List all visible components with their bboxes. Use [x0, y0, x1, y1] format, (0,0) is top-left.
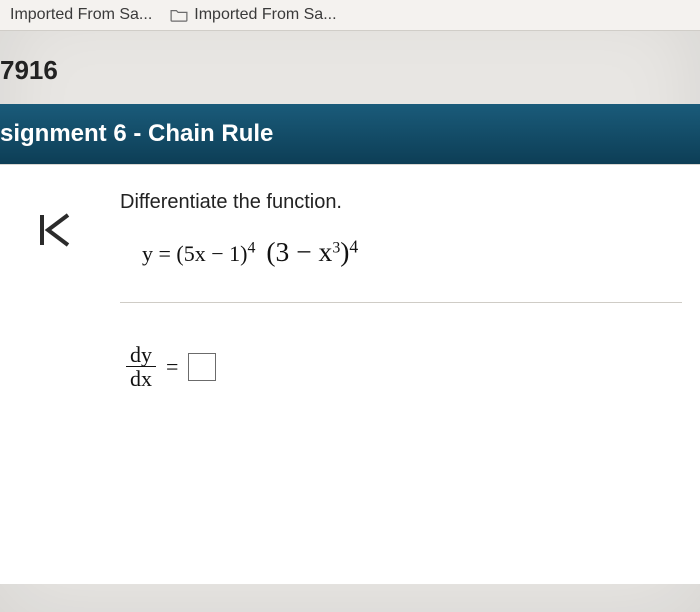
fraction-numerator: dy [126, 343, 156, 367]
question-prompt: Differentiate the function. [120, 191, 682, 214]
bookmark-item[interactable]: Imported From Sa... [170, 6, 336, 24]
question-panel: Differentiate the function. y = (5x − 1)… [0, 164, 700, 584]
assignment-banner: signment 6 - Chain Rule [0, 104, 700, 164]
derivative-lhs: dy dx [126, 343, 156, 390]
bookmarks-bar: Imported From Sa... Imported From Sa... [0, 0, 700, 31]
fraction-denominator: dx [126, 367, 156, 390]
eq-exp: 4 [247, 240, 255, 257]
arrow-first-icon [32, 207, 78, 253]
eq-part: (3 − x [266, 236, 332, 267]
eq-part: y = (5x − 1) [142, 241, 247, 266]
bookmark-item[interactable]: Imported From Sa... [10, 6, 152, 24]
bookmark-label: Imported From Sa... [194, 6, 336, 24]
question-column: Differentiate the function. y = (5x − 1)… [110, 165, 700, 584]
equals-sign: = [166, 354, 178, 380]
back-button[interactable] [32, 207, 78, 253]
assignment-title: signment 6 - Chain Rule [0, 120, 273, 147]
course-id: 7916 [0, 31, 700, 104]
nav-column [0, 165, 110, 584]
folder-icon [170, 8, 188, 22]
eq-exp: 4 [349, 237, 358, 257]
section-divider [120, 302, 682, 303]
answer-row: dy dx = [120, 343, 682, 390]
question-equation: y = (5x − 1)4 (3 − x3)4 [120, 236, 682, 268]
answer-input[interactable] [188, 353, 216, 381]
bookmark-label: Imported From Sa... [10, 6, 152, 24]
